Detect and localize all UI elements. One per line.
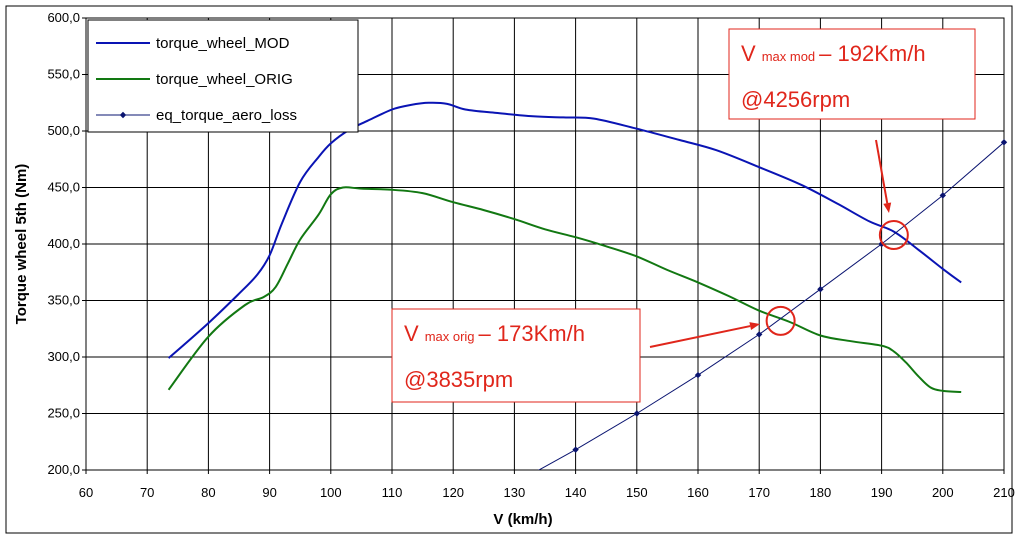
annotation-v-symbol: V — [741, 41, 756, 66]
legend-entry-label: torque_wheel_MOD — [156, 35, 290, 52]
x-tick-label: 70 — [140, 485, 154, 500]
series-eq-torque-aero-loss-point — [1000, 139, 1008, 146]
x-tick-label: 170 — [748, 485, 770, 500]
series-torque-wheel-mod-line — [167, 101, 962, 359]
legend-swatch-marker — [119, 111, 127, 119]
series-eq-torque-aero-loss-point — [572, 446, 579, 453]
annotation-box — [728, 28, 976, 120]
x-tick-label: 210 — [993, 485, 1015, 500]
series-eq-torque-aero-loss-point — [878, 240, 885, 248]
series-layer — [167, 101, 1008, 470]
annotation-speed-value: – 192Km/h — [819, 41, 925, 66]
series-eq-torque-aero-loss-point — [633, 410, 640, 417]
series-torque-wheel-orig-line — [167, 186, 962, 393]
series-eq-torque-aero-loss-point — [817, 286, 824, 293]
legend-entry-label: torque_wheel_ORIG — [156, 71, 293, 88]
annotation-arrow-head — [883, 202, 892, 213]
x-tick-label: 150 — [626, 485, 648, 500]
series-eq-torque-aero-loss-point — [939, 192, 946, 199]
y-tick-label: 250,0 — [47, 406, 80, 421]
x-tick-label: 200 — [932, 485, 954, 500]
y-tick-label: 350,0 — [47, 293, 80, 308]
annotation-rpm-label: @4256rpm — [741, 87, 850, 112]
x-tick-label: 160 — [687, 485, 709, 500]
y-tick-label: 200,0 — [47, 462, 80, 477]
annotation-box — [391, 308, 641, 403]
x-tick-label: 130 — [504, 485, 526, 500]
annotation-v-symbol: V — [404, 321, 419, 346]
x-tick-label: 100 — [320, 485, 342, 500]
annotation-subscript: max mod — [762, 49, 815, 64]
y-tick-label: 400,0 — [47, 236, 80, 251]
annotation-rpm-label: @3835rpm — [404, 367, 513, 392]
legend-entry-label: eq_torque_aero_loss — [156, 107, 297, 124]
x-tick-label: 110 — [382, 485, 403, 500]
annotation-target-circle — [878, 219, 909, 250]
x-tick-label: 90 — [262, 485, 276, 500]
x-tick-label: 60 — [79, 485, 93, 500]
y-tick-label: 500,0 — [47, 123, 80, 138]
series-eq-torque-aero-loss-point — [756, 331, 763, 338]
x-axis-title: V (km/h) — [493, 511, 552, 528]
x-tick-label: 180 — [810, 485, 832, 500]
annotation-subscript: max orig — [425, 329, 475, 344]
y-tick-label: 300,0 — [47, 349, 80, 364]
series-eq-torque-aero-loss-point — [694, 371, 702, 379]
x-tick-label: 190 — [871, 485, 893, 500]
y-axis-ticks: 200,0 250,0 300,0 350,0 400,0 450,0 500,0 550,0… — [47, 10, 86, 477]
x-tick-label: 140 — [565, 485, 587, 500]
x-tick-label: 80 — [201, 485, 215, 500]
annotation-target-circle — [765, 305, 796, 336]
legend: torque_wheel_MOD torque_wheel_ORIG eq_torq… — [87, 19, 359, 133]
y-tick-label: 600,0 — [47, 10, 80, 25]
annotation-arrow-head — [749, 322, 760, 330]
y-tick-label: 550,0 — [47, 67, 80, 82]
y-tick-label: 450,0 — [47, 180, 80, 195]
annotation-arrow-shaft — [649, 325, 751, 348]
y-axis-title: Torque wheel 5th (Nm) — [13, 164, 30, 325]
legend-box — [87, 19, 359, 133]
annotation-arrow-shaft — [875, 139, 889, 204]
x-axis-ticks: 60 70 80 90 100 110 120 130 140 150 160 170 180 190 20… — [79, 470, 1015, 500]
x-tick-label: 120 — [442, 485, 464, 500]
annotation-speed-value: – 173Km/h — [479, 321, 585, 346]
